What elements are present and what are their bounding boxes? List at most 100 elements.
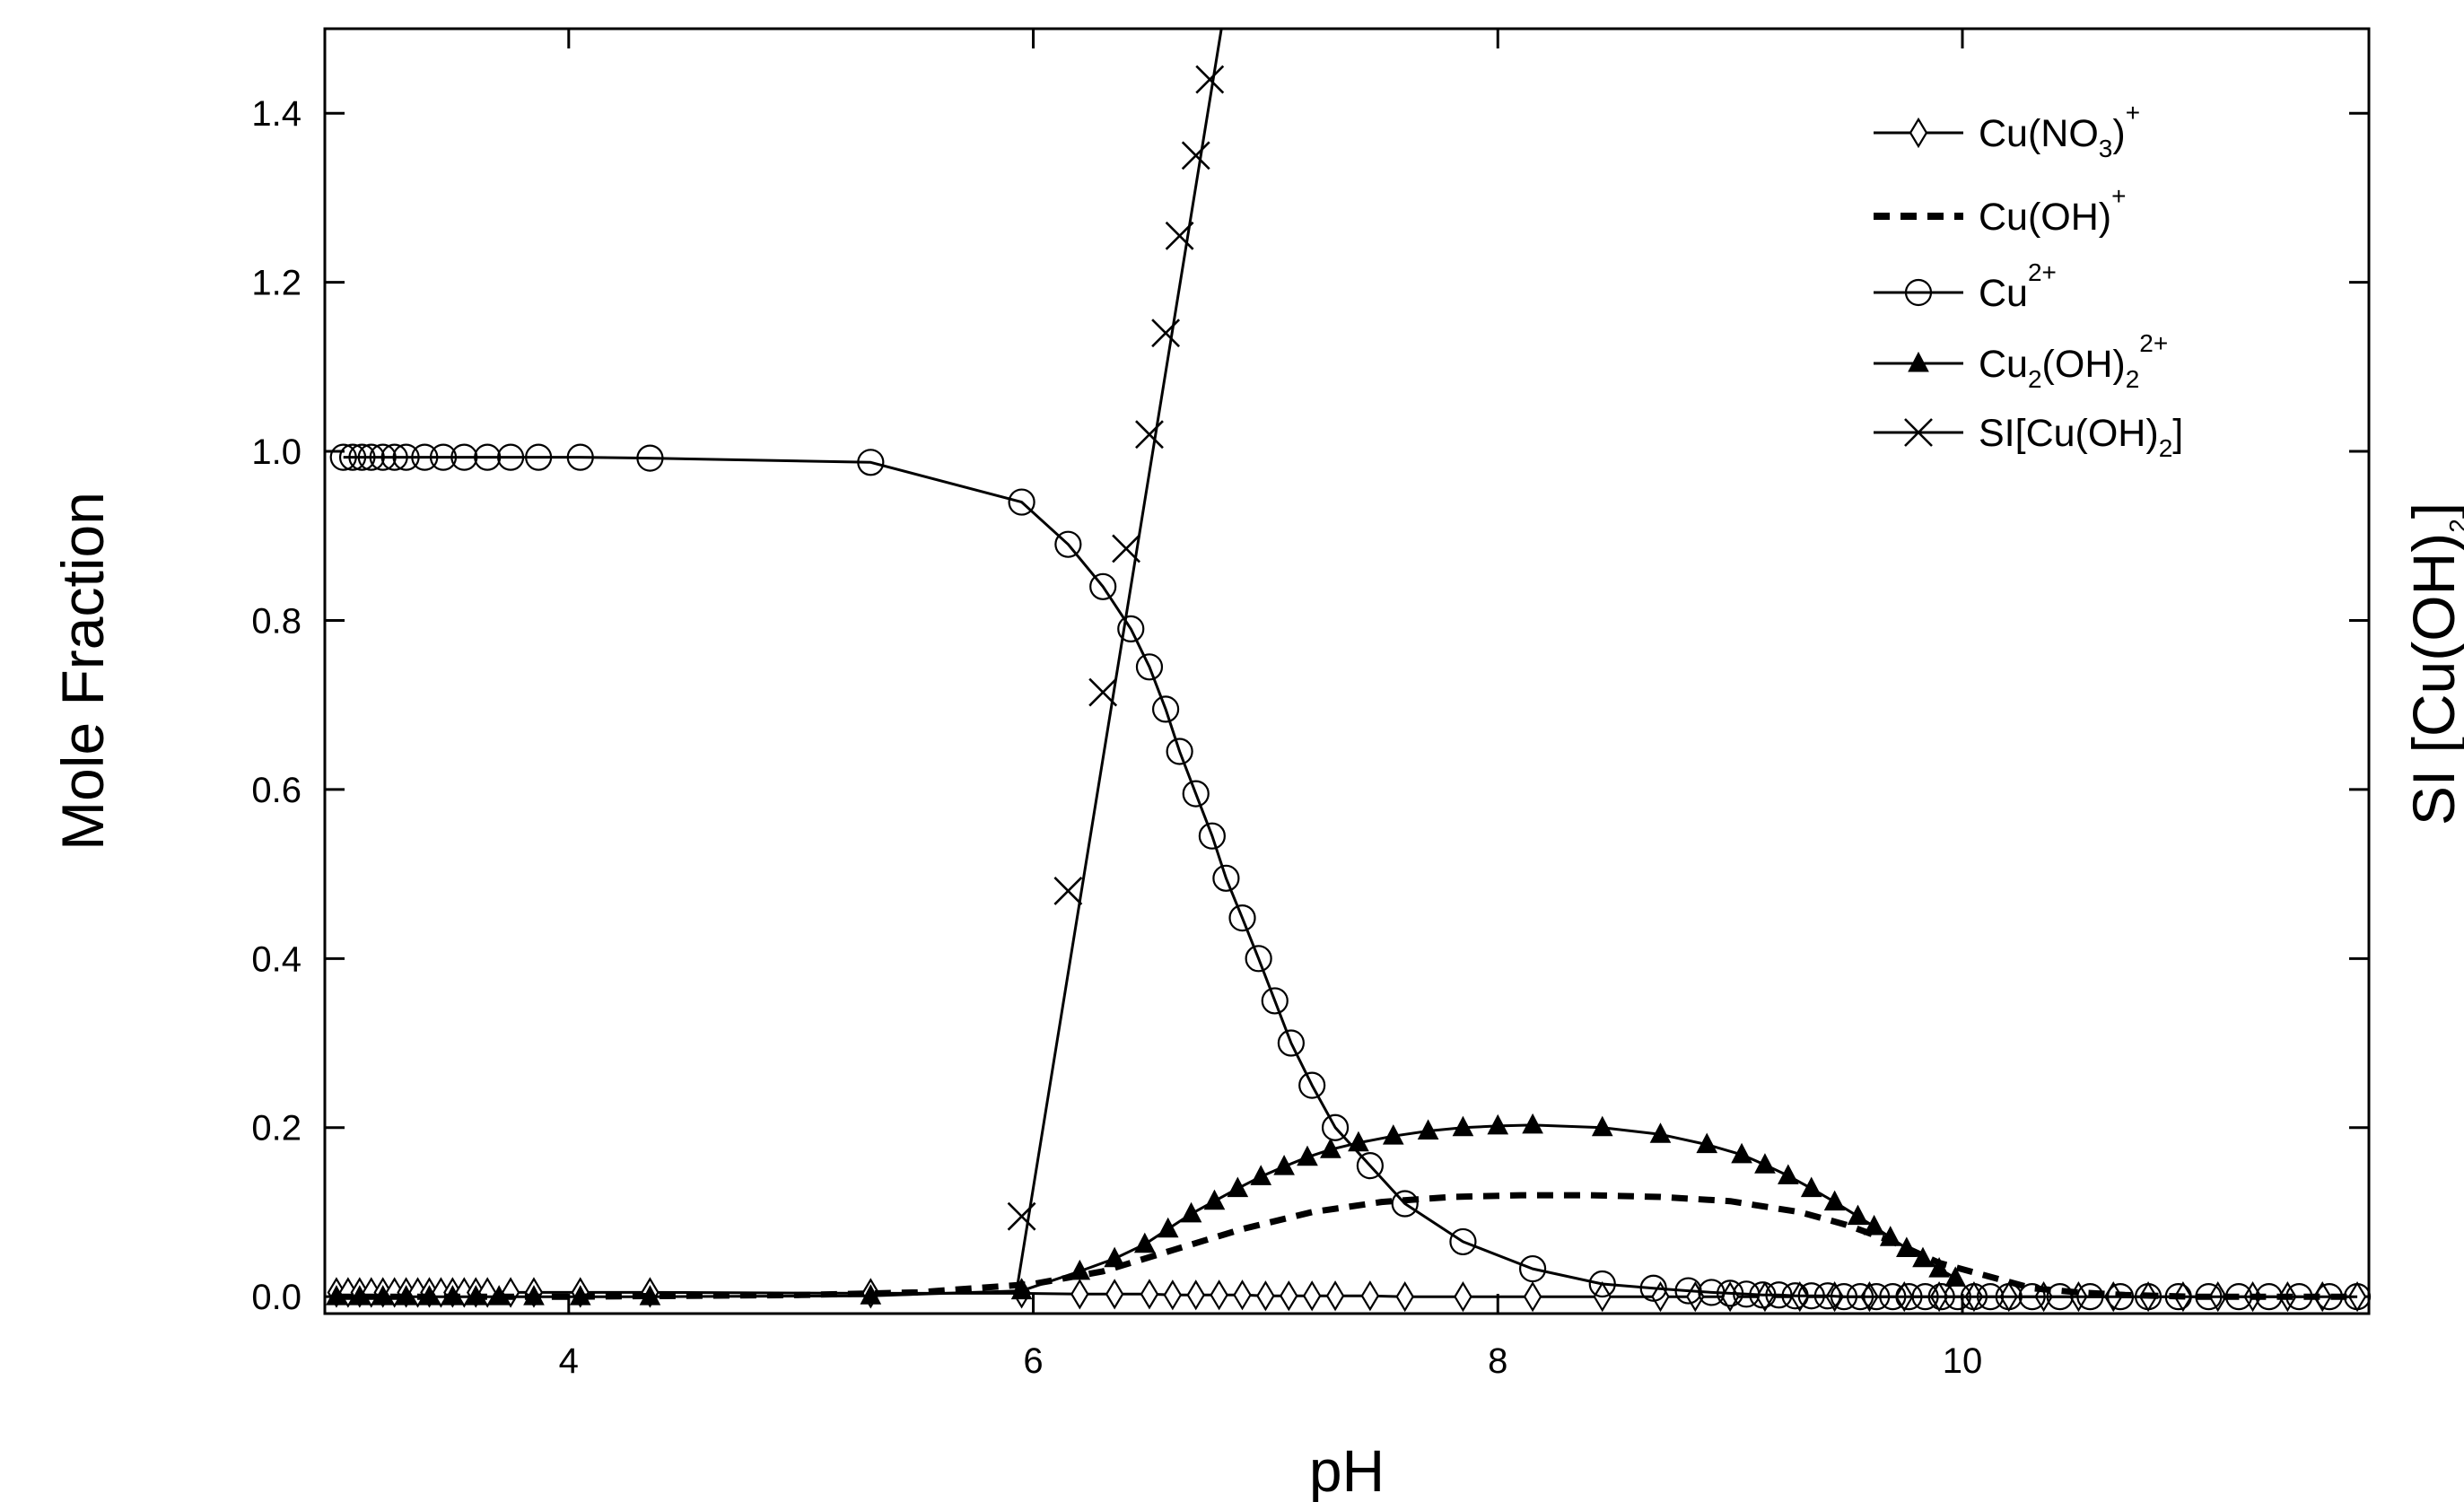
triangle-marker [1912,1246,1934,1268]
triangle-marker [1417,1119,1439,1140]
circle-marker [1813,1282,1841,1310]
series-line-1 [336,1192,2358,1300]
series-1 [336,1192,2358,1300]
circle-marker [496,443,525,471]
circle-marker [1228,904,1256,932]
legend-label-2: Cu2+ [1979,258,2057,315]
circle-marker [1089,572,1117,600]
legend-label-mid: (OH) [2042,343,2126,386]
y-axis-right-title-sub: 2 [2444,519,2464,533]
x-marker [1181,141,1210,170]
diamond-marker [1210,1279,1228,1311]
y-tick-label: 0.2 [251,1109,301,1148]
triangle-marker [1250,1165,1272,1185]
legend-label-sub: 2 [2159,434,2173,462]
legend-label-main: Cu [1979,343,2028,386]
triangle-marker [1778,1164,1799,1184]
circle-marker [1927,1283,1955,1311]
legend-label-sup: 2+ [2139,329,2168,357]
x-marker [1165,221,1194,250]
triangle-marker [1297,1145,1318,1166]
legend-label-4: SI[Cu(OH)2] [1979,412,2183,462]
circle-marker [429,443,458,471]
circle-marker [338,443,367,471]
circle-marker [1245,945,1272,973]
triangle-marker [1227,1176,1249,1198]
legend-label-end: ) [2112,112,2125,155]
diamond-marker [1454,1281,1472,1313]
circle-marker [1879,1283,1907,1311]
triangle-marker [1800,1176,1822,1198]
legend-label-sub: 3 [2099,135,2113,162]
circle-marker [2134,1283,2163,1311]
circle-marker [2255,1283,2283,1311]
circle-marker [2076,1283,2104,1311]
triangle-marker [569,1285,591,1306]
triangle-marker [1382,1124,1404,1145]
circle-marker [1846,1283,1874,1311]
diamond-marker [1070,1279,1089,1310]
triangle-marker [1908,351,1929,372]
x-marker [1112,534,1140,563]
y-tick-label: 0.6 [251,771,301,810]
triangle-marker [1452,1115,1474,1137]
circle-marker [380,443,408,471]
circle-marker [1391,1190,1419,1218]
circle-marker [1911,1283,1939,1311]
legend-label-main: Cu [1979,272,2028,315]
legend-label-sup: + [2111,182,2126,210]
triangle-marker [1928,1256,1950,1278]
triangle-marker [371,1285,394,1306]
triangle-marker [349,1285,371,1306]
y-axis-right-title-main: SI [Cu(OH) [2400,533,2464,825]
y-tick-label: 0.4 [251,939,301,979]
circle-marker [1198,822,1226,850]
triangle-marker [395,1285,417,1306]
series-3 [326,1113,1967,1306]
diamond-marker [1256,1280,1275,1312]
diamond-marker [1325,1280,1345,1312]
triangle-marker [1879,1226,1901,1246]
circle-marker [1054,530,1082,558]
circle-marker [1518,1254,1547,1283]
x-marker [1007,1201,1036,1231]
triangle-marker [1591,1115,1613,1137]
circle-marker [1863,1283,1891,1311]
diamond-marker [1140,1279,1159,1310]
diamond-marker [1523,1281,1542,1313]
diamond-marker [1233,1279,1252,1311]
circle-marker [1733,1280,1761,1308]
circle-marker [1356,1152,1384,1180]
circle-marker [2315,1283,2344,1311]
circle-marker [1698,1279,1726,1306]
circle-marker [411,443,439,471]
triangle-marker [465,1285,487,1306]
series-layer [326,28,2372,1313]
y-tick-label: 0.8 [251,601,301,641]
circle-marker [1182,780,1210,808]
circle-marker [1277,1029,1305,1057]
circle-marker [450,443,478,471]
legend-label-main: Cu(OH) [1979,196,2111,239]
circle-marker [636,444,664,472]
legend-label-3: Cu2(OH)22+ [1979,329,2168,393]
circle-marker [1639,1274,1667,1302]
circle-marker [474,443,502,471]
diamond-marker [1360,1280,1380,1312]
triangle-marker [1847,1204,1869,1226]
circle-marker [329,443,357,471]
circle-marker [2018,1283,2046,1311]
triangle-marker [1104,1246,1125,1268]
circle-marker [2046,1283,2074,1311]
triangle-marker [326,1285,347,1306]
circle-marker [2195,1283,2223,1311]
legend-label-1: Cu(OH)+ [1979,182,2126,239]
y-axis-right-title-end: ] [2400,502,2464,519]
series-2 [329,443,2372,1311]
circle-marker [369,443,397,471]
triangle-marker [523,1285,545,1306]
triangle-marker [1754,1153,1776,1174]
triangle-marker [1069,1259,1091,1280]
triangle-marker [639,1285,661,1306]
series-4 [1007,28,1225,1288]
